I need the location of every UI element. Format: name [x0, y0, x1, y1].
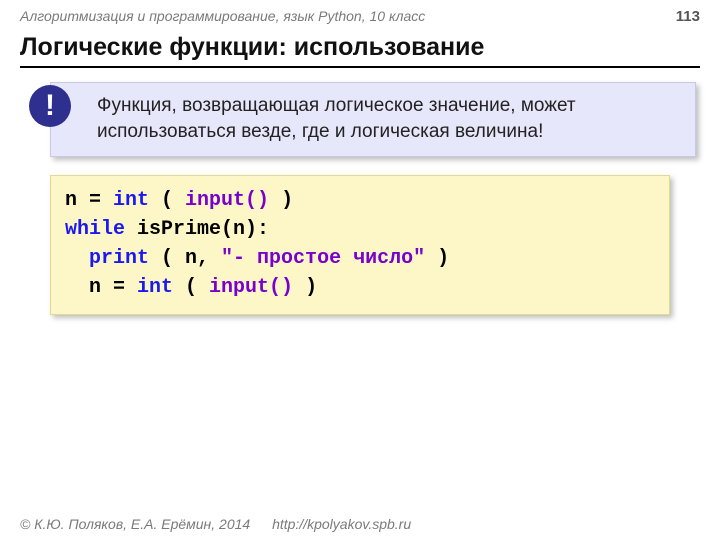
code-line-2: while isPrime(n):: [65, 218, 269, 241]
code-line-1: n = int ( input() ): [65, 189, 293, 212]
course-label: Алгоритмизация и программирование, язык …: [20, 8, 425, 24]
note-callout: ! Функция, возвращающая логическое значе…: [50, 82, 696, 157]
slide-footer: © К.Ю. Поляков, Е.А. Ерёмин, 2014 http:/…: [20, 516, 411, 532]
slide-title: Логические функции: использование: [0, 29, 720, 64]
title-rule: [20, 66, 700, 68]
callout-text: Функция, возвращающая логическое значени…: [97, 95, 576, 142]
footer-url: http://kpolyakov.spb.ru: [272, 516, 411, 532]
slide-header: Алгоритмизация и программирование, язык …: [0, 0, 720, 29]
code-block: n = int ( input() ) while isPrime(n): pr…: [50, 175, 670, 315]
copyright-text: © К.Ю. Поляков, Е.А. Ерёмин, 2014: [20, 516, 250, 532]
code-line-4: n = int ( input() ): [65, 276, 317, 299]
exclamation-icon: !: [29, 85, 71, 127]
code-line-3: print ( n, "- простое число" ): [65, 247, 449, 270]
page-number: 113: [676, 8, 700, 25]
